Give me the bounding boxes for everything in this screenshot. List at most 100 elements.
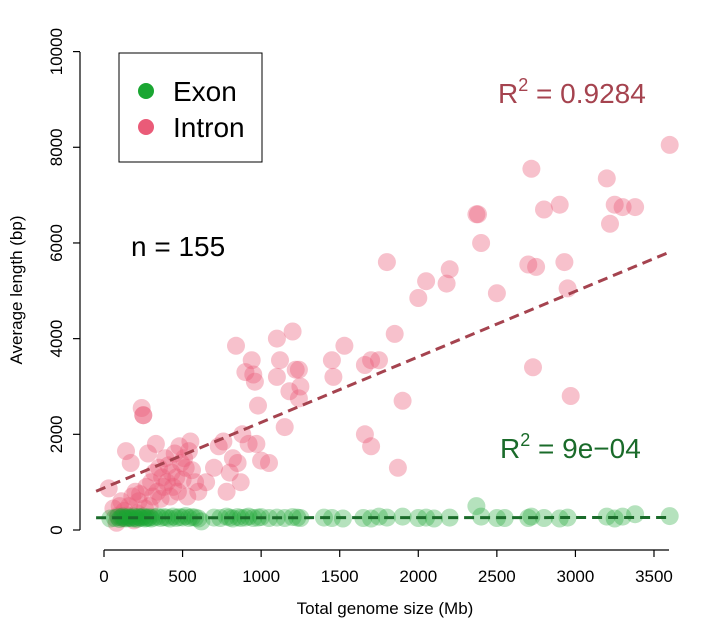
exon-point <box>354 509 373 527</box>
intron-point <box>162 463 181 482</box>
y-tick-label: 8000 <box>47 128 66 166</box>
intron-point <box>173 470 192 489</box>
intron-point <box>440 260 459 279</box>
intron-point <box>154 477 173 496</box>
intron-point <box>170 437 189 456</box>
intron-point <box>322 351 341 370</box>
intron-point <box>409 289 428 307</box>
exon-point <box>550 509 569 528</box>
intron-point <box>140 497 159 516</box>
exon-point <box>275 509 294 527</box>
intron-point <box>135 499 154 518</box>
intron-point <box>104 499 123 518</box>
intron-point <box>131 485 150 504</box>
intron-point <box>189 482 208 501</box>
intron-point <box>157 473 176 492</box>
intron-point <box>355 425 374 444</box>
legend-intron-label: Intron <box>173 112 245 143</box>
intron-point <box>597 169 616 188</box>
x-tick-label: 1000 <box>242 567 280 586</box>
exon-point <box>131 508 150 527</box>
intron-point <box>151 489 170 508</box>
intron-point <box>168 482 187 501</box>
intron-point <box>362 351 381 370</box>
intron-series <box>99 135 679 532</box>
exon-point <box>148 507 167 526</box>
exon-point <box>597 507 616 526</box>
intron-point <box>205 458 223 477</box>
y-axis-title: Average length (bp) <box>7 215 26 364</box>
x-tick-label: 2000 <box>399 567 437 586</box>
y-axis-ticks: 0 2000 4000 6000 8000 10000 <box>47 28 80 535</box>
y-tick-label: 10000 <box>47 28 66 75</box>
exon-r2-base: R <box>500 433 520 464</box>
exon-point <box>132 509 151 527</box>
intron-point <box>148 482 167 501</box>
intron-point <box>186 473 205 492</box>
exon-point <box>117 509 135 528</box>
intron-point <box>159 456 178 475</box>
intron-point <box>252 451 271 470</box>
x-axis-ticks: 0 500 1000 1500 2000 2500 3000 3500 <box>99 550 673 586</box>
intron-point <box>417 272 436 291</box>
legend-exon-label: Exon <box>173 76 237 107</box>
intron-point <box>242 351 261 370</box>
intron-r-squared-label: R2 = 0.9284 <box>498 75 646 109</box>
exon-point <box>244 509 263 527</box>
exon-point <box>134 507 153 526</box>
intron-point <box>561 387 580 405</box>
y-tick-label: 0 <box>47 525 66 534</box>
intron-point <box>385 324 404 343</box>
y-tick-label: 2000 <box>47 415 66 453</box>
intron-point <box>437 274 456 293</box>
intron-point <box>120 497 139 516</box>
intron-point <box>286 360 305 379</box>
intron-point <box>115 501 134 520</box>
exon-r2-sup: 2 <box>520 430 530 450</box>
intron-point <box>134 406 153 425</box>
exon-point <box>370 507 388 526</box>
exon-point <box>145 508 164 527</box>
intron-point <box>227 336 245 355</box>
exon-point <box>211 509 230 527</box>
exon-point <box>113 507 132 526</box>
legend: Exon Intron <box>118 52 263 163</box>
sample-size-label: n = 155 <box>131 231 225 262</box>
intron-point <box>217 482 236 501</box>
intron-point <box>335 336 354 355</box>
intron-point <box>145 463 164 482</box>
intron-point <box>605 195 624 214</box>
intron-point <box>137 477 156 496</box>
intron-point <box>126 482 145 501</box>
intron-point <box>167 468 186 487</box>
intron-point <box>239 434 258 453</box>
intron-point <box>267 367 286 386</box>
intron-point <box>558 279 577 298</box>
intron-point <box>280 382 299 401</box>
intron-point <box>231 473 250 492</box>
y-tick-label: 6000 <box>47 224 66 262</box>
exon-point <box>129 508 148 527</box>
intron-point <box>178 487 197 506</box>
intron-r2-value: = 0.9284 <box>528 78 646 109</box>
intron-point <box>181 432 200 451</box>
intron-point <box>550 195 569 214</box>
intron-point <box>524 358 542 377</box>
y-tick-label: 4000 <box>47 320 66 358</box>
intron-point <box>109 506 128 525</box>
exon-point <box>228 508 247 527</box>
exon-point <box>467 497 486 516</box>
exon-r2-value: = 9e−04 <box>530 433 641 464</box>
exon-point <box>417 508 436 527</box>
exon-point <box>322 509 341 527</box>
intron-point <box>123 487 142 506</box>
intron-point <box>183 461 201 480</box>
exon-point <box>626 505 645 524</box>
intron-point <box>472 234 491 252</box>
x-tick-label: 1500 <box>321 567 359 586</box>
intron-point <box>244 365 263 384</box>
intron-point <box>142 473 161 492</box>
exon-point <box>101 509 120 528</box>
x-tick-label: 2500 <box>478 567 516 586</box>
